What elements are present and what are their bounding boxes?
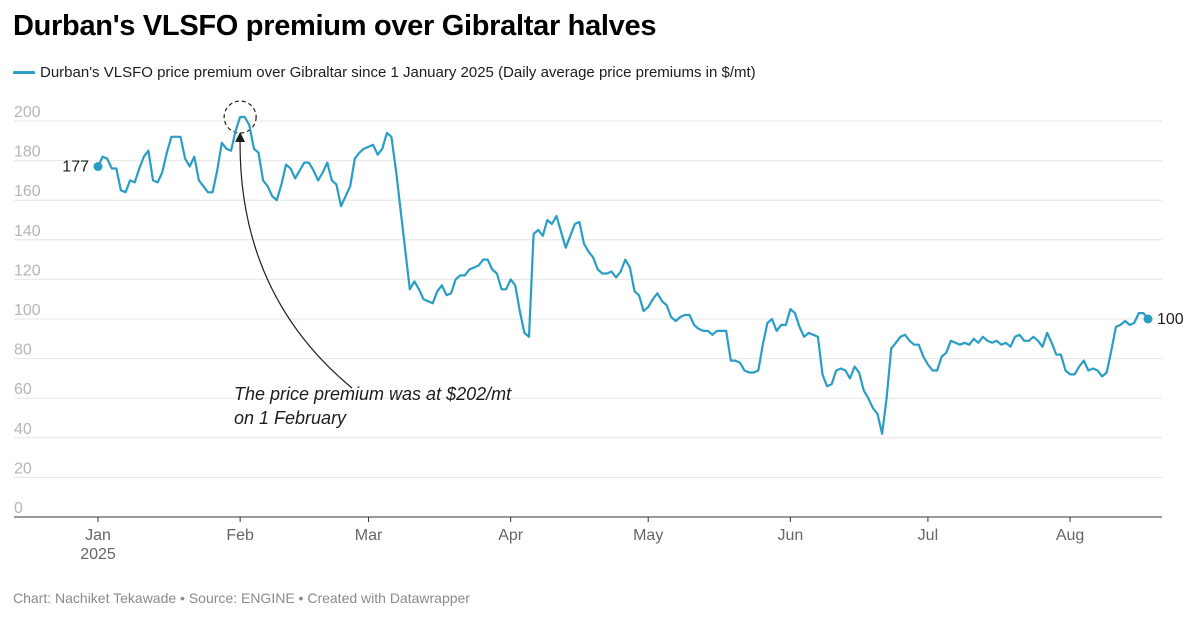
footer-credits: Chart: Nachiket Tekawade • Source: ENGIN… [13, 590, 470, 606]
end-point [1143, 314, 1153, 324]
end-value-label: 100 [1157, 311, 1184, 328]
y-tick-label: 180 [14, 144, 41, 161]
start-point [93, 162, 103, 172]
y-tick-label: 80 [14, 342, 32, 359]
y-tick-label: 20 [14, 460, 32, 477]
chart-title: Durban's VLSFO premium over Gibraltar ha… [13, 10, 657, 42]
y-tick-label: 100 [14, 302, 41, 319]
annotation-arrow [235, 132, 353, 389]
x-tick-label: Feb [226, 527, 254, 544]
start-value-label: 177 [62, 159, 89, 176]
y-tick-label: 120 [14, 262, 41, 279]
annotation-text-line2: on 1 February [234, 408, 347, 428]
series-line [96, 115, 1150, 435]
gridlines: 0 20 40 60 80 100 120 140 160 180 200 [14, 104, 1162, 517]
x-tick-label: Jul [918, 527, 938, 544]
series: 177 100 [62, 115, 1184, 435]
x-tick-label: Mar [355, 527, 383, 544]
y-tick-label: 60 [14, 381, 32, 398]
legend: Durban's VLSFO price premium over Gibral… [13, 64, 756, 81]
x-tick-label: May [633, 527, 663, 544]
axes: Jan 2025 Feb Mar Apr May Jun Jul Aug [14, 516, 1162, 563]
y-tick-label: 200 [14, 104, 41, 121]
x-tick-label: Jun [777, 527, 803, 544]
annotation-text-line1: The price premium was at $202/mt [234, 384, 512, 404]
y-tick-label: 140 [14, 223, 41, 240]
x-tick-label: Apr [498, 527, 524, 544]
legend-label: Durban's VLSFO price premium over Gibral… [40, 64, 756, 81]
y-tick-label: 160 [14, 183, 41, 200]
line-chart: 0 20 40 60 80 100 120 140 160 180 200 Jan 2025 Feb Ma… [14, 100, 1184, 563]
legend-swatch [13, 71, 35, 74]
x-tick-sublabel: 2025 [80, 546, 116, 563]
annotation: The price premium was at $202/mt on 1 Fe… [223, 100, 512, 428]
y-tick-label: 0 [14, 500, 23, 517]
y-tick-label: 40 [14, 421, 32, 438]
x-tick-label: Jan [85, 527, 111, 544]
x-tick-label: Aug [1056, 527, 1084, 544]
